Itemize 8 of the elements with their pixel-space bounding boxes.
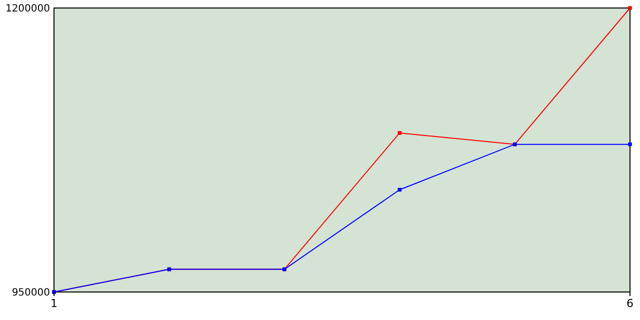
point	[398, 131, 402, 135]
x-tick-label: 1	[50, 297, 58, 310]
y-tick-label: 1200000	[5, 4, 50, 14]
point	[628, 6, 632, 10]
y-tick-label: 950000	[12, 288, 50, 298]
point	[398, 188, 402, 192]
point	[628, 142, 632, 146]
x-tick-label: 6	[626, 297, 634, 310]
